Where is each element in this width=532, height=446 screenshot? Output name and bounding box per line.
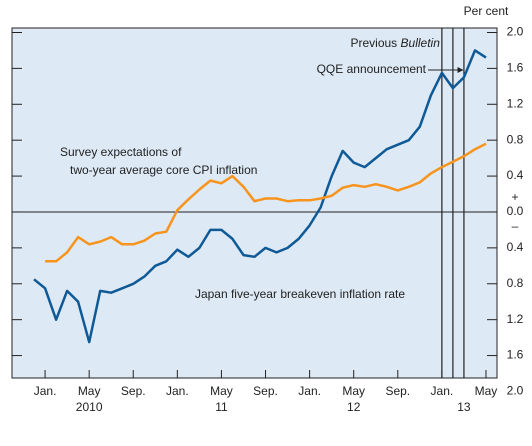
sign-plus: + <box>511 190 518 204</box>
series-label: Japan five-year breakeven inflation rate <box>195 287 405 301</box>
y-tick-label: 1.6 <box>507 61 524 75</box>
x-tick-label: Jan. <box>431 384 454 398</box>
y-tick-label: 1.2 <box>507 312 524 326</box>
x-tick-label: Jan. <box>298 384 321 398</box>
y-tick-label: 1.6 <box>507 348 524 362</box>
series-line <box>33 49 487 344</box>
y-tick-label: 0.4 <box>507 240 524 254</box>
x-tick-label: May <box>210 384 233 398</box>
annotation-part: Bulletin <box>401 36 441 50</box>
x-tick-label: May <box>78 384 101 398</box>
unit-label: Per cent <box>464 4 509 18</box>
x-tick-label: Sep. <box>253 384 278 398</box>
y-tick-label: 0.8 <box>507 132 524 146</box>
x-tick-label: Sep. <box>121 384 146 398</box>
annotation: QQE announcement <box>317 62 427 76</box>
y-tick-label: 0.4 <box>507 168 524 182</box>
annotation-part: Previous <box>350 36 397 50</box>
year-label: 13 <box>457 400 471 414</box>
x-tick-label: Sep. <box>385 384 410 398</box>
year-label: 11 <box>215 400 228 414</box>
x-tick-label: Jan. <box>166 384 189 398</box>
x-tick-label: May <box>475 384 498 398</box>
year-label: 2010 <box>76 400 103 414</box>
series-label: Survey expectations of <box>60 145 182 159</box>
annotation: Previous Bulletin <box>350 36 440 50</box>
y-tick-label: 1.2 <box>507 96 524 110</box>
y-tick-label: 0.8 <box>507 276 524 290</box>
sign-minus: – <box>512 219 519 233</box>
x-tick-label: May <box>342 384 365 398</box>
y-tick-label: 2.0 <box>507 384 524 398</box>
series-line <box>45 142 487 263</box>
year-label: 12 <box>347 400 361 414</box>
x-tick-label: Jan. <box>34 384 57 398</box>
series-label: two-year average core CPI inflation <box>70 163 257 177</box>
y-tick-label: 0.0 <box>507 204 524 218</box>
y-tick-label: 2.0 <box>507 25 524 39</box>
